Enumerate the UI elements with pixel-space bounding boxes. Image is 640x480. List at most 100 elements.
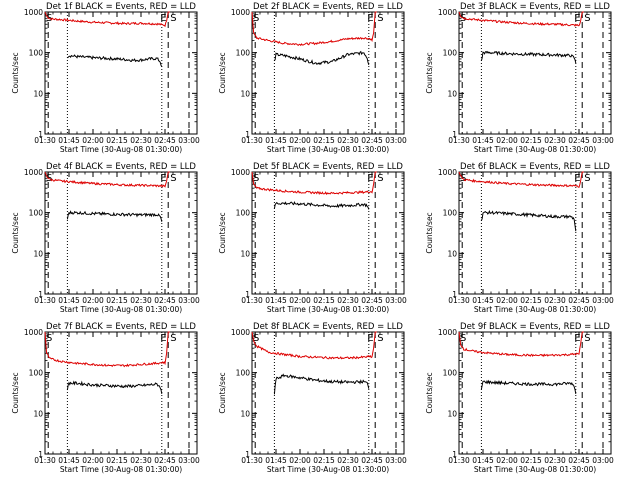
plot-frame [251, 331, 405, 455]
start-marker-label: S [584, 333, 590, 344]
plot-frame [458, 331, 612, 455]
events-series-line [480, 50, 577, 64]
x-tick-label: 01:30 [34, 136, 56, 145]
start-marker-label: S [377, 173, 383, 184]
x-tick-label: 03:00 [592, 136, 614, 145]
detector-panel-2: Det 2f BLACK = Events, RED = LLD 1 10 100 10… [218, 2, 407, 154]
x-tick-label: 02:00 [496, 456, 518, 465]
y-tick-label: 10 [447, 89, 457, 98]
x-tick-label: 03:00 [178, 456, 200, 465]
x-tick-label: 02:45 [361, 456, 383, 465]
x-tick-label: 01:45 [58, 456, 80, 465]
plot-frame [44, 11, 198, 135]
x-tick-label: 01:45 [58, 296, 80, 305]
start-marker-label: S [584, 13, 590, 24]
x-tick-label: 01:45 [265, 296, 287, 305]
y-axis-label: Counts/sec [11, 52, 20, 93]
x-tick-label: 02:45 [361, 136, 383, 145]
y-tick-label: 1 [452, 290, 457, 299]
x-tick-label: 02:15 [313, 456, 335, 465]
x-tick-label: 02:15 [313, 136, 335, 145]
end-marker-label: E [160, 13, 166, 24]
y-tick-label: 10 [447, 249, 457, 258]
x-tick-label: 03:00 [592, 296, 614, 305]
events-series-line [480, 209, 577, 232]
x-tick-label: 02:00 [82, 456, 104, 465]
events-series-line [273, 200, 370, 210]
end-marker-label: E [574, 173, 580, 184]
x-tick-label: 02:00 [82, 136, 104, 145]
lld-series-line [458, 331, 584, 358]
x-axis-label: Start Time (30-Aug-08 01:30:00) [474, 145, 596, 154]
panel-title: Det 9f BLACK = Events, RED = LLD [460, 322, 610, 332]
y-tick-label: 10 [447, 409, 457, 418]
x-tick-label: 01:30 [241, 456, 263, 465]
y-axis-label: Counts/sec [425, 212, 434, 253]
start-marker-label: S [170, 173, 176, 184]
x-axis-label: Start Time (30-Aug-08 01:30:00) [474, 465, 596, 474]
lld-series-line [44, 331, 170, 368]
y-tick-label: 100 [29, 49, 44, 58]
y-tick-label: 1000 [438, 328, 457, 337]
plot-frame [44, 171, 198, 295]
y-tick-label: 1000 [24, 168, 43, 177]
y-tick-label: 10 [240, 409, 250, 418]
x-tick-label: 03:00 [385, 456, 407, 465]
events-series-line [67, 54, 163, 68]
lld-series-line [251, 331, 377, 360]
lld-series-line [458, 11, 584, 27]
y-axis-label: Counts/sec [218, 212, 227, 253]
panel-title: Det 4f BLACK = Events, RED = LLD [46, 162, 196, 172]
x-tick-label: 01:30 [34, 296, 56, 305]
x-tick-label: 02:45 [568, 136, 590, 145]
y-tick-label: 1 [38, 290, 43, 299]
lld-series-line [44, 171, 170, 188]
detector-panel-5: Det 5f BLACK = Events, RED = LLD 1 10 100 10… [218, 162, 407, 314]
x-axis-label: Start Time (30-Aug-08 01:30:00) [60, 145, 182, 154]
x-axis-label: Start Time (30-Aug-08 01:30:00) [474, 305, 596, 314]
plot-frame [458, 171, 612, 295]
y-tick-label: 1000 [231, 328, 250, 337]
start-marker-label: S [170, 333, 176, 344]
end-marker-label: E [574, 13, 580, 24]
x-tick-label: 02:15 [106, 136, 128, 145]
panel-title: Det 3f BLACK = Events, RED = LLD [460, 2, 610, 12]
x-tick-label: 01:45 [265, 136, 287, 145]
events-series-line [273, 373, 370, 395]
y-tick-label: 1 [452, 130, 457, 139]
x-tick-label: 02:15 [520, 296, 542, 305]
start-marker-label: S [170, 13, 176, 24]
start-marker-label: S [584, 173, 590, 184]
x-axis-label: Start Time (30-Aug-08 01:30:00) [60, 465, 182, 474]
x-tick-label: 01:45 [265, 456, 287, 465]
lld-series-line [251, 171, 377, 196]
events-series-line [66, 380, 163, 394]
start-marker-label: S [377, 13, 383, 24]
y-tick-label: 1 [245, 130, 250, 139]
start-marker-label: S [253, 333, 259, 344]
x-tick-label: 01:30 [448, 136, 470, 145]
y-tick-label: 10 [240, 249, 250, 258]
panel-title: Det 1f BLACK = Events, RED = LLD [46, 2, 196, 12]
y-tick-label: 1000 [438, 8, 457, 17]
detector-panel-8: Det 8f BLACK = Events, RED = LLD 1 10 100 10… [218, 322, 407, 474]
plot-frame [44, 331, 198, 455]
y-tick-label: 1000 [438, 168, 457, 177]
x-tick-label: 01:30 [448, 456, 470, 465]
x-tick-label: 02:00 [289, 456, 311, 465]
x-tick-label: 01:45 [472, 296, 494, 305]
x-axis-label: Start Time (30-Aug-08 01:30:00) [60, 305, 182, 314]
x-tick-label: 02:30 [130, 136, 152, 145]
detector-panel-3: Det 3f BLACK = Events, RED = LLD 1 10 100 10… [425, 2, 614, 154]
x-tick-label: 02:30 [130, 456, 152, 465]
x-tick-label: 02:15 [520, 456, 542, 465]
start-marker-label: S [377, 333, 383, 344]
panel-title: Det 8f BLACK = Events, RED = LLD [253, 322, 403, 332]
events-series-line [273, 50, 370, 66]
events-series-line [66, 210, 163, 222]
x-tick-label: 01:45 [58, 136, 80, 145]
x-axis-label: Start Time (30-Aug-08 01:30:00) [267, 305, 389, 314]
x-tick-label: 02:15 [520, 136, 542, 145]
x-tick-label: 02:45 [568, 296, 590, 305]
